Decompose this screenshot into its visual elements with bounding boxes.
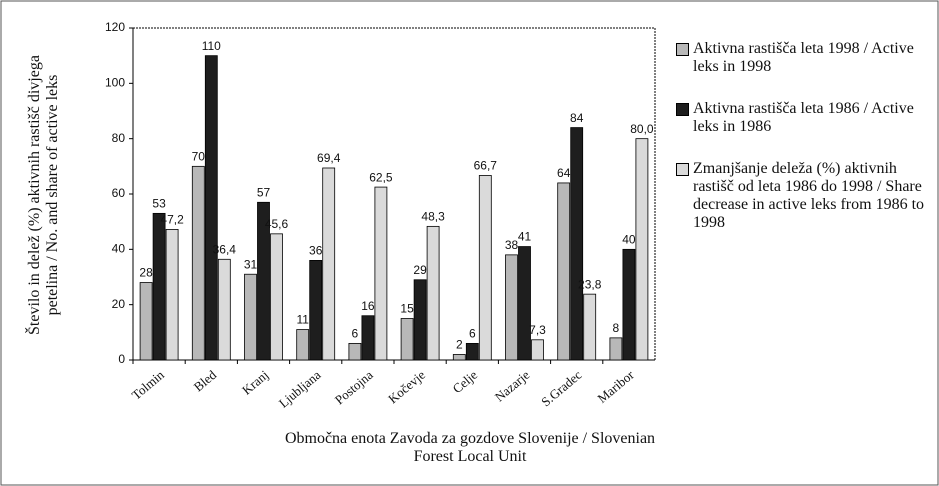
x-tick-label: Celje <box>449 367 480 396</box>
bar <box>465 342 479 361</box>
x-tick-label: Ljubljana <box>276 367 324 411</box>
legend-swatch <box>676 43 689 56</box>
x-tick-label: Postojna <box>332 367 376 407</box>
data-label: 6 <box>469 327 476 341</box>
data-label: 48,3 <box>421 210 445 224</box>
bar <box>518 246 531 361</box>
x-tick-label: Kočevje <box>385 367 428 406</box>
bar <box>505 254 518 361</box>
bar <box>322 167 336 361</box>
bar <box>139 282 153 361</box>
y-tick-label: 100 <box>105 76 125 90</box>
bar <box>413 279 427 361</box>
legend-item: Aktivna rastišča leta 1986 / Active leks… <box>676 100 926 136</box>
bar <box>452 354 466 361</box>
data-label: 45,6 <box>265 217 289 231</box>
bar <box>570 127 584 361</box>
bar <box>257 201 270 361</box>
bar <box>204 55 218 361</box>
x-tick-label: Nazarje <box>492 367 533 405</box>
data-label: 62,5 <box>369 170 393 184</box>
bar <box>270 233 283 361</box>
bar <box>426 225 440 361</box>
x-axis-label: Območna enota Zavoda za gozdove Slovenij… <box>284 430 656 465</box>
bar <box>309 259 323 361</box>
bar <box>609 337 623 361</box>
data-label: 28 <box>139 266 153 280</box>
data-label: 47,2 <box>160 213 184 227</box>
y-tick-label: 60 <box>112 186 126 200</box>
bar <box>217 258 231 361</box>
bar <box>622 248 636 361</box>
bar <box>400 318 414 361</box>
bar <box>244 273 257 361</box>
bar <box>296 329 310 361</box>
bar <box>191 165 205 361</box>
x-tick-label: Tolmin <box>129 367 168 403</box>
x-tick-label: Maribor <box>594 367 637 406</box>
bar <box>635 138 649 361</box>
data-label: 66,7 <box>474 159 498 173</box>
x-tick-label: S.Gradec <box>538 367 585 409</box>
data-label: 31 <box>244 257 258 271</box>
data-label: 110 <box>202 39 221 53</box>
y-axis-label: Število in delež (%) aktivnih rastišč di… <box>26 55 61 335</box>
data-label: 84 <box>570 111 584 125</box>
data-label: 36,4 <box>213 242 237 256</box>
x-tick-label: Kranj <box>239 367 271 398</box>
legend-label: Aktivna rastišča leta 1998 / Active leks… <box>693 40 914 75</box>
data-label: 2 <box>456 338 463 352</box>
x-tick-label: Bled <box>191 367 220 395</box>
data-label: 69,4 <box>317 151 341 165</box>
data-label: 70 <box>192 150 206 164</box>
data-label: 29 <box>413 263 427 277</box>
data-label: 41 <box>518 230 532 244</box>
bar <box>374 186 388 361</box>
data-label: 64 <box>557 166 571 180</box>
legend-swatch <box>676 103 689 116</box>
bar <box>348 342 362 361</box>
data-label: 15 <box>400 302 414 316</box>
data-label: 16 <box>361 299 375 313</box>
data-label: 36 <box>309 244 323 258</box>
bar <box>478 175 492 361</box>
data-label: 40 <box>622 233 636 247</box>
data-label: 6 <box>352 327 359 341</box>
y-tick-label: 120 <box>105 20 125 34</box>
y-tick-label: 80 <box>112 131 126 145</box>
bar <box>557 182 571 361</box>
legend-item: Aktivna rastišča leta 1998 / Active leks… <box>676 40 926 76</box>
data-label: 53 <box>152 197 166 211</box>
bar <box>583 293 597 361</box>
legend-swatch <box>676 163 689 176</box>
data-label: 8 <box>613 321 620 335</box>
legend-item: Zmanjšanje deleža (%) aktivnih rastišč o… <box>676 160 926 232</box>
bar <box>165 229 179 361</box>
data-label: 57 <box>257 185 271 199</box>
data-label: 80,0 <box>630 122 654 136</box>
data-label: 11 <box>296 313 309 327</box>
y-tick-label: 20 <box>112 297 126 311</box>
data-label: 7,3 <box>529 323 546 337</box>
data-label: 23,8 <box>578 277 602 291</box>
data-label: 38 <box>505 238 519 252</box>
legend-label: Aktivna rastišča leta 1986 / Active leks… <box>693 100 914 135</box>
bar <box>531 339 544 361</box>
y-tick-label: 0 <box>118 352 125 366</box>
legend: Aktivna rastišča leta 1998 / Active leks… <box>676 40 926 256</box>
bar <box>152 212 166 361</box>
legend-label: Zmanjšanje deleža (%) aktivnih rastišč o… <box>693 160 925 231</box>
bar <box>361 315 375 361</box>
y-tick-label: 40 <box>112 242 126 256</box>
